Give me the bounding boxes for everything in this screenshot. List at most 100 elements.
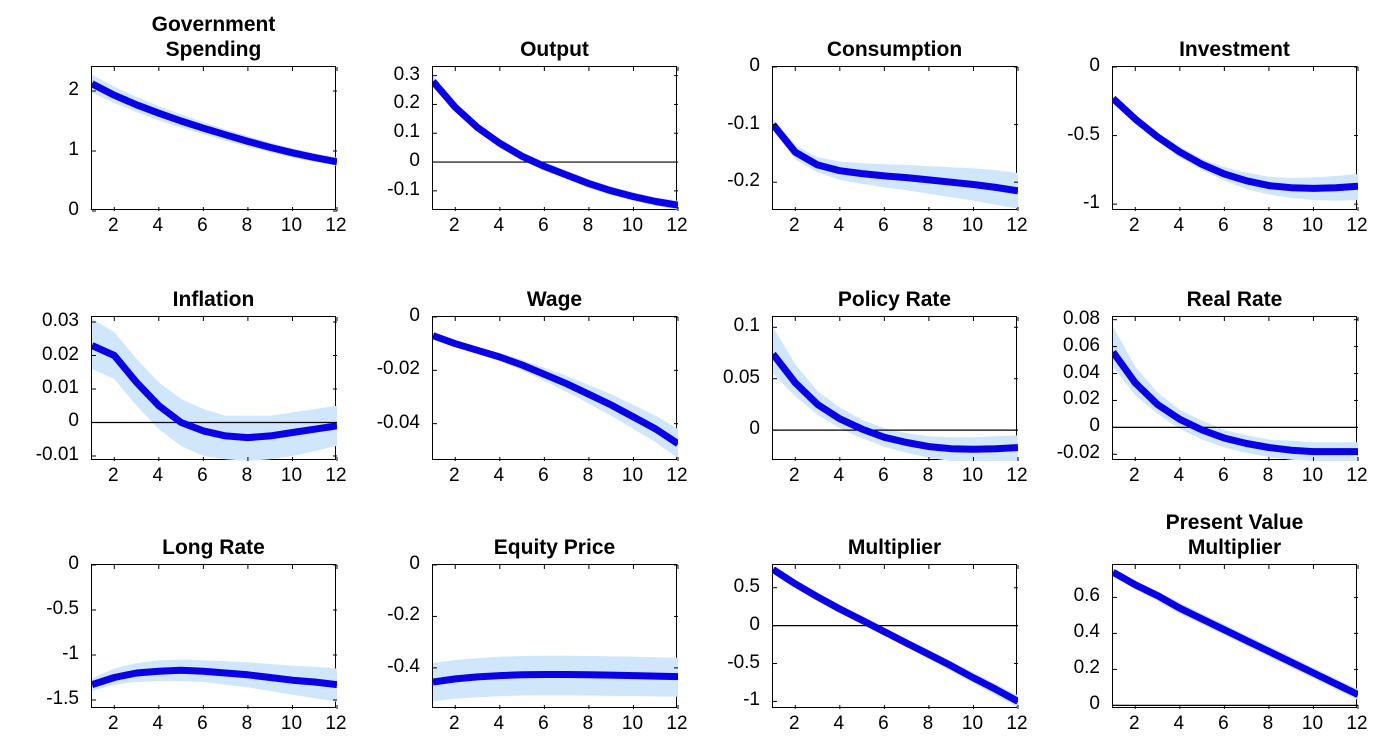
y-tick-label: 0.1 <box>393 121 420 143</box>
x-tick-label: 2 <box>107 215 119 236</box>
x-tick-label: 12 <box>325 215 347 236</box>
y-tick-label: -0.02 <box>376 358 420 380</box>
x-tick-label: 10 <box>961 713 984 734</box>
x-tick-label: 4 <box>1173 465 1185 486</box>
x-tick-label: 6 <box>878 215 889 236</box>
x-tick-label: 12 <box>666 215 688 236</box>
x-tick-label: 4 <box>833 713 845 734</box>
x-tick-label: 8 <box>241 713 253 734</box>
response-line <box>1113 569 1358 698</box>
x-tick-label: 2 <box>788 713 800 734</box>
plot-area <box>1112 66 1359 211</box>
y-tick-label: -0.5 <box>727 651 760 673</box>
x-tick-label: 10 <box>280 215 303 236</box>
x-tick-label: 8 <box>241 465 253 486</box>
x-tick-label: 12 <box>1006 713 1028 734</box>
plot-svg <box>433 316 679 461</box>
y-tick-label: 0 <box>749 613 760 635</box>
chart-title: Present Value <box>1165 511 1304 534</box>
y-tick-label: 0.06 <box>1063 334 1100 356</box>
y-tick-label: 0.08 <box>1063 307 1100 329</box>
response-line <box>433 671 678 686</box>
x-tick-label: 12 <box>1346 465 1368 486</box>
x-tick-label: 12 <box>1346 713 1368 734</box>
x-tick-label: 2 <box>1128 713 1140 734</box>
x-tick-label: 2 <box>448 465 460 486</box>
y-tick-label: 0.03 <box>42 310 79 332</box>
y-tick-label: 2 <box>68 79 79 100</box>
x-tick-label: 6 <box>1218 713 1229 734</box>
x-tick-label: 10 <box>621 465 644 486</box>
y-tick-label: -0.5 <box>46 598 79 619</box>
y-tick-label: 0 <box>68 410 79 432</box>
chart-title: Output <box>520 38 589 61</box>
y-tick-label: -0.02 <box>1056 442 1100 464</box>
plot-svg <box>1113 66 1359 211</box>
chart-title: Investment <box>1179 38 1290 61</box>
plot-svg <box>433 564 679 709</box>
x-tick-label: 4 <box>833 215 845 236</box>
y-tick-label: -1 <box>1083 192 1100 214</box>
x-tick-label: 4 <box>1173 215 1185 236</box>
confidence-band <box>433 655 678 702</box>
chart-title: Equity Price <box>493 536 616 559</box>
x-tick-label: 2 <box>788 215 800 236</box>
x-tick-label: 8 <box>241 215 253 236</box>
plot-area <box>91 316 338 461</box>
x-tick-label: 8 <box>922 713 934 734</box>
x-tick-label: 12 <box>325 713 347 734</box>
response-line <box>433 79 678 209</box>
x-tick-label: 4 <box>152 215 164 236</box>
x-tick-label: 8 <box>1262 713 1274 734</box>
y-tick-label: 0.1 <box>733 315 760 337</box>
x-tick-label: 2 <box>1128 215 1140 236</box>
chart-title: Real Rate <box>1186 288 1283 311</box>
chart-title: Multiplier <box>847 536 942 559</box>
x-tick-label: 4 <box>152 713 164 734</box>
x-tick-label: 6 <box>878 465 889 486</box>
plot-svg <box>1113 317 1359 461</box>
x-tick-label: 8 <box>1262 465 1274 486</box>
x-tick-label: 8 <box>922 215 934 236</box>
response-line <box>433 332 678 447</box>
x-tick-label: 2 <box>107 465 119 486</box>
y-tick-label: 0.5 <box>733 575 760 597</box>
x-tick-label: 10 <box>1301 465 1324 486</box>
plot-area <box>1112 564 1359 709</box>
y-tick-label: -0.4 <box>387 655 420 677</box>
x-tick-label: 12 <box>1346 215 1368 236</box>
x-tick-label: 4 <box>1173 713 1185 734</box>
y-tick-label: -0.1 <box>387 178 420 200</box>
y-tick-label: 0.6 <box>1073 585 1100 607</box>
y-tick-label: -1 <box>62 643 79 664</box>
y-tick-label: -0.1 <box>727 112 760 134</box>
y-tick-label: 0 <box>68 553 79 574</box>
plot-area <box>772 316 1019 461</box>
plot-area <box>1112 316 1359 461</box>
x-tick-label: 6 <box>538 465 549 486</box>
x-tick-label: 10 <box>280 465 303 486</box>
x-tick-label: 10 <box>961 465 984 486</box>
y-tick-label: 0 <box>409 553 420 574</box>
x-tick-label: 6 <box>538 215 549 236</box>
y-tick-label: -0.5 <box>1067 123 1100 145</box>
y-tick-label: 1 <box>68 139 79 160</box>
x-tick-label: 4 <box>493 465 505 486</box>
y-tick-label: -1 <box>743 689 760 711</box>
plot-svg <box>1113 565 1359 709</box>
x-tick-label: 12 <box>1006 465 1028 486</box>
plot-svg <box>92 564 338 709</box>
y-tick-label: 0 <box>1089 693 1100 715</box>
x-tick-label: 10 <box>1301 713 1324 734</box>
y-tick-label: 0.3 <box>393 63 420 85</box>
y-tick-label: 0 <box>68 199 79 220</box>
plot-area <box>91 66 338 212</box>
y-tick-label: 0.4 <box>1073 621 1100 643</box>
response-line <box>1113 349 1358 456</box>
chart-title: Government <box>151 13 276 36</box>
response-line <box>92 342 337 442</box>
plot-area <box>772 66 1019 211</box>
y-tick-label: 0.02 <box>42 343 79 365</box>
chart-title: Inflation <box>172 288 255 311</box>
x-tick-label: 4 <box>493 713 505 734</box>
